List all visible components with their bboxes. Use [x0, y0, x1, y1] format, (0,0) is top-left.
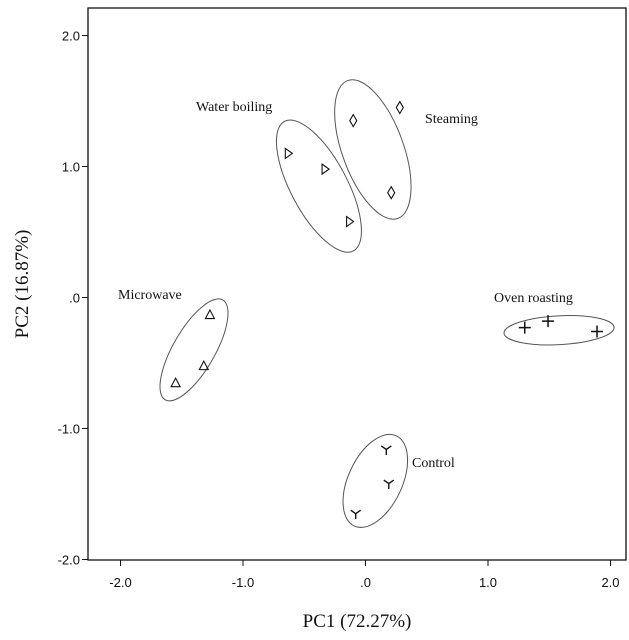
data-point: [518, 321, 531, 334]
y-tick-label: -2.0: [58, 553, 80, 568]
x-tick-label: -2.0: [109, 575, 131, 590]
data-point: [380, 445, 392, 455]
x-tick-label: 2.0: [601, 575, 619, 590]
data-points: [170, 100, 604, 520]
data-point: [349, 113, 358, 128]
y-tick-label: -1.0: [58, 422, 80, 437]
group-ellipse: [342, 433, 409, 528]
data-point: [395, 100, 404, 115]
data-point: [350, 509, 362, 520]
data-point: [387, 185, 396, 200]
group-ellipse: [159, 298, 229, 402]
x-axis-title: PC1 (72.27%): [303, 611, 412, 632]
x-tick-label: -1.0: [232, 575, 254, 590]
y-tick-label: 2.0: [62, 29, 80, 44]
plot-frame: [87, 7, 627, 561]
label-oven-roasting: Oven roasting: [494, 291, 573, 306]
label-control: Control: [412, 456, 455, 471]
label-water-boiling: Water boiling: [196, 100, 272, 115]
group-ellipse: [275, 119, 362, 253]
group-ellipse: [334, 79, 412, 220]
group-ellipse: [503, 315, 615, 346]
label-microwave: Microwave: [118, 288, 182, 303]
data-point: [321, 163, 331, 176]
data-point: [204, 308, 216, 320]
data-point: [170, 376, 182, 388]
y-tick-label: 1.0: [62, 160, 80, 175]
data-point: [591, 325, 604, 338]
label-steaming: Steaming: [425, 112, 478, 127]
data-point: [542, 315, 555, 328]
group-labels: Water boiling Steaming Microwave Oven ro…: [118, 100, 573, 471]
group-ellipses: [159, 79, 615, 528]
axis-ticks: -2.0 -1.0 .0 1.0 2.0 -2.0 -1.0 .0 1.0 2.0: [58, 29, 620, 591]
x-tick-label: .0: [360, 575, 371, 590]
data-point: [383, 479, 395, 490]
x-tick-label: 1.0: [479, 575, 497, 590]
data-point: [346, 215, 355, 228]
data-point: [284, 147, 294, 160]
data-point: [198, 359, 210, 371]
y-tick-label: .0: [69, 291, 80, 306]
y-axis-title: PC2 (16.87%): [12, 230, 33, 339]
